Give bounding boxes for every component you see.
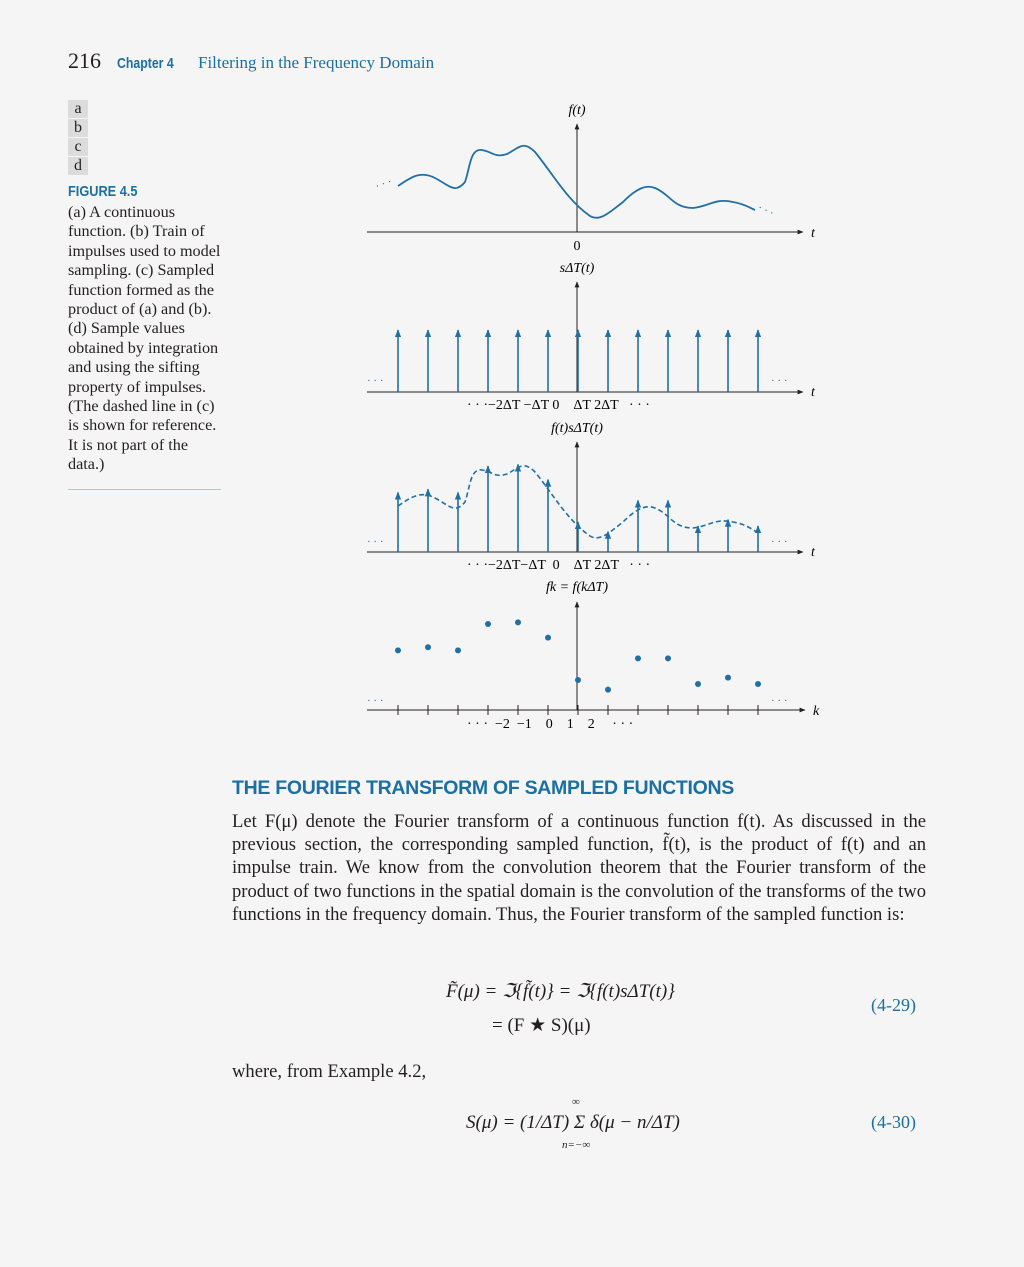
panel-a-curve <box>397 144 756 219</box>
panel-c: f(t)sΔT(t) t · · · · · · · · ·−2ΔT−ΔT 0 … <box>367 421 816 573</box>
panel-b-dots-left: · · · <box>367 375 384 387</box>
where-text: where, from Example 4.2, <box>232 1061 427 1082</box>
sample-point <box>605 686 611 693</box>
panel-letters: a b c d <box>68 100 88 176</box>
sample-point <box>545 634 551 641</box>
figure-4-5: f(t) t 0 · · · · · · sΔT(t) t · · · · · … <box>367 103 820 732</box>
equation-4-29-number: (4-29) <box>871 995 916 1015</box>
equation-4-30-sum-limits: ∞ <box>572 1096 580 1108</box>
panel-b-impulses <box>394 329 762 392</box>
equation-4-29-line-1-text: F̃(μ) = ℑ{f̃(t)} = ℑ{f(t)sΔT(t)} <box>446 981 675 1002</box>
panel-a-origin: 0 <box>574 239 581 254</box>
equation-4-30: S(μ) = (1/ΔT) Σ δ(μ − n/ΔT) <box>466 1112 680 1134</box>
equation-4-29-line-1: F̃(μ) = ℑ{f̃(t)} = ℑ{f(t)sΔT(t)} <box>446 980 675 1003</box>
panel-c-impulses <box>394 463 762 552</box>
body-paragraph: Let F(μ) denote the Fourier transform of… <box>232 810 926 926</box>
panel-d-xlabel: k <box>813 704 820 719</box>
equation-4-30-number: (4-30) <box>871 1112 916 1132</box>
sample-point <box>395 647 401 654</box>
panel-d: fk = f(kΔT) k · · · · · · · · · −2 −1 0 … <box>367 580 820 732</box>
panel-c-dots-left: · · · <box>367 536 384 548</box>
sample-point <box>515 619 521 626</box>
sample-point <box>575 677 581 683</box>
page-number: 216 <box>68 48 101 73</box>
sample-point <box>635 655 641 662</box>
panel-c-ylabel: f(t)sΔT(t) <box>551 421 603 436</box>
panel-d-dots-left: · · · <box>367 695 384 707</box>
chapter-title: Filtering in the Frequency Domain <box>198 53 435 72</box>
equation-4-29-line-2: = (F ★ S)(μ) <box>492 1014 591 1037</box>
sample-point <box>455 647 461 654</box>
panel-c-dots-right: · · · <box>771 536 788 548</box>
figure-caption: (a) A continuous function. (b) Train of … <box>68 203 221 490</box>
panel-a: f(t) t 0 · · · · · · <box>367 103 816 254</box>
panel-a-ylabel: f(t) <box>568 103 585 118</box>
panel-letter-d: d <box>68 157 88 175</box>
panel-b-ticks: · · ·−2ΔT −ΔT 0 ΔT 2ΔT · · · <box>467 398 650 413</box>
panel-d-ticks: · · · −2 −1 0 1 2 · · · <box>467 717 633 732</box>
panel-c-xlabel: t <box>811 545 816 560</box>
equation-4-30-sum-lower: n=−∞ <box>562 1139 590 1151</box>
panel-b-xlabel: t <box>811 385 816 400</box>
page-header: 216 Chapter 4 Filtering in the Frequency… <box>68 48 434 74</box>
panel-a-dots-right: · · · <box>756 202 776 220</box>
panel-letter-c: c <box>68 138 88 156</box>
sample-point <box>485 621 491 627</box>
sample-point <box>665 655 671 662</box>
panel-d-dots-right: · · · <box>771 695 788 707</box>
panel-c-ticks: · · ·−2ΔT−ΔT 0 ΔT 2ΔT · · · <box>467 558 650 573</box>
chapter-label: Chapter 4 <box>117 55 174 72</box>
panel-d-ylabel: fk = f(kΔT) <box>546 580 608 595</box>
equation-4-29-line-2-text: = (F ★ S)(μ) <box>492 1015 591 1036</box>
panel-c-dashed-curve <box>397 464 761 539</box>
panel-a-dots-left: · · · <box>374 176 394 193</box>
equation-4-30-sum-top: ∞ <box>572 1096 580 1108</box>
figure-label: FIGURE 4.5 <box>68 183 138 200</box>
sample-point <box>755 681 761 687</box>
panel-b: sΔT(t) t · · · · · · · · ·−2ΔT −ΔT 0 ΔT … <box>367 261 816 413</box>
panel-b-ylabel: sΔT(t) <box>560 261 595 276</box>
body-paragraph-text: Let F(μ) denote the Fourier transform of… <box>232 811 926 925</box>
panel-letter-b: b <box>68 119 88 137</box>
section-heading: THE FOURIER TRANSFORM OF SAMPLED FUNCTIO… <box>232 777 734 799</box>
sample-point <box>425 644 431 651</box>
panel-letter-a: a <box>68 100 88 118</box>
equation-4-30-sum-bottom: n=−∞ <box>562 1139 591 1151</box>
panel-d-samples <box>395 619 761 715</box>
sample-point <box>695 681 701 687</box>
panel-b-dots-right: · · · <box>771 375 788 387</box>
sample-point <box>725 674 731 681</box>
equation-4-30-text: S(μ) = (1/ΔT) Σ δ(μ − n/ΔT) <box>466 1112 680 1133</box>
panel-a-xlabel: t <box>811 226 816 241</box>
